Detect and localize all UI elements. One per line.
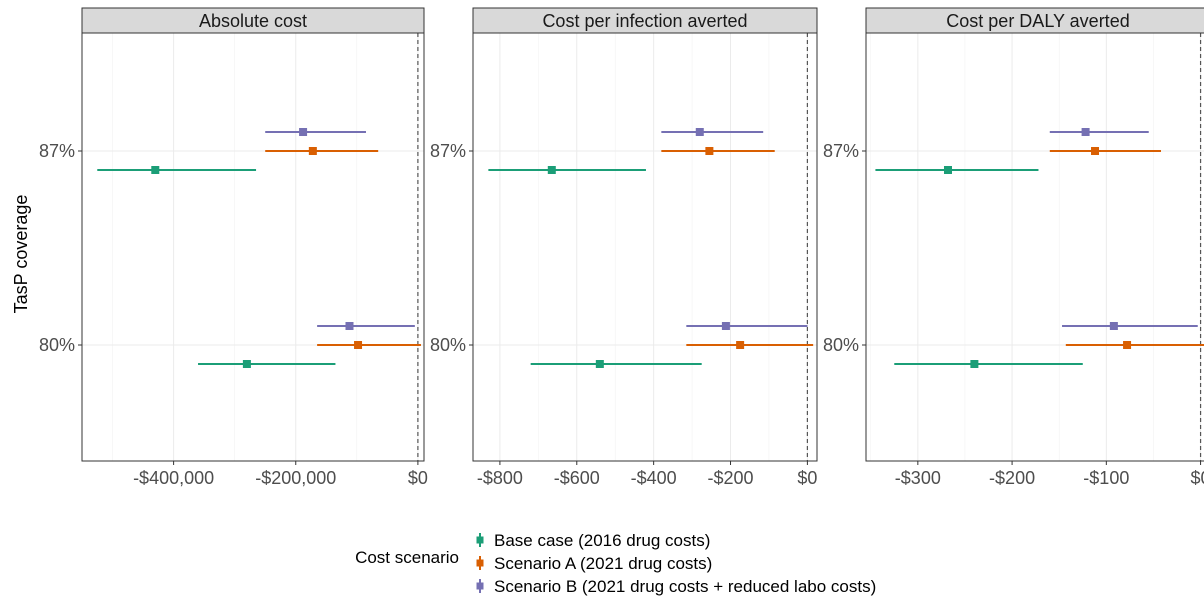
legend-key-1: Base case (2016 drug costs) — [476, 531, 710, 550]
legend-key-3: Scenario B (2021 drug costs + reduced la… — [476, 577, 876, 596]
y-tick-label: 87% — [39, 141, 75, 161]
panel-border — [472, 32, 818, 462]
y-tick-label: 80% — [823, 335, 859, 355]
data-point — [595, 360, 604, 368]
data-point — [345, 322, 354, 330]
legend-title: Cost scenario — [355, 548, 459, 567]
y-tick-label: 80% — [430, 335, 466, 355]
data-point — [943, 166, 952, 174]
y-tick-label: 80% — [39, 335, 75, 355]
data-point — [151, 166, 160, 174]
x-tick-label: -$200 — [707, 468, 753, 488]
x-tick-label: -$600 — [554, 468, 600, 488]
legend: Cost scenario Base case (2016 drug costs… — [355, 531, 876, 596]
x-tick-label: -$300 — [895, 468, 941, 488]
panel-3: Cost per DALY averted 80% 87% -$300 -$200 -$1… — [823, 7, 1204, 488]
x-tick-label: -$400,000 — [133, 468, 214, 488]
data-point — [970, 360, 979, 368]
y-tick-label: 87% — [823, 141, 859, 161]
plot-area — [866, 33, 1204, 461]
panel-strip — [81, 7, 425, 34]
x-tick-label: -$100 — [1083, 468, 1129, 488]
data-point — [1091, 147, 1100, 155]
data-point — [1123, 341, 1132, 349]
x-tick-label: $0 — [408, 468, 428, 488]
x-tick-label: -$400 — [631, 468, 677, 488]
legend-swatch-point — [476, 536, 484, 544]
data-point — [308, 147, 317, 155]
panel-title: Cost per infection averted — [542, 11, 747, 31]
data-point — [721, 322, 730, 330]
legend-label: Base case (2016 drug costs) — [494, 531, 710, 550]
data-point — [705, 147, 714, 155]
panel-strip — [865, 7, 1204, 34]
legend-swatch-point — [476, 559, 484, 567]
panel-border — [865, 32, 1204, 462]
plot-area — [82, 33, 424, 461]
legend-label: Scenario A (2021 drug costs) — [494, 554, 712, 573]
data-point — [1109, 322, 1118, 330]
panel-2: Cost per infection averted 80% 87% -$800 -$6… — [430, 7, 818, 488]
data-point — [695, 128, 704, 136]
legend-key-2: Scenario A (2021 drug costs) — [476, 554, 712, 573]
y-tick-label: 87% — [430, 141, 466, 161]
x-tick-label: $0 — [797, 468, 817, 488]
data-point — [547, 166, 556, 174]
data-point — [242, 360, 251, 368]
panel-border — [81, 32, 425, 462]
x-tick-label: -$800 — [477, 468, 523, 488]
data-point — [354, 341, 363, 349]
data-point — [736, 341, 745, 349]
x-tick-label: $0 — [1191, 468, 1204, 488]
panel-1: Absolute cost 80% 87% -$400,000 -$200,000 $0 — [39, 7, 428, 488]
panel-strip — [472, 7, 818, 34]
y-axis-title: TasP coverage — [11, 195, 31, 314]
x-tick-label: -$200 — [989, 468, 1035, 488]
legend-swatch-point — [476, 582, 484, 590]
panel-title: Absolute cost — [199, 11, 307, 31]
plot-area — [473, 33, 817, 461]
data-point — [1081, 128, 1090, 136]
x-tick-label: -$200,000 — [255, 468, 336, 488]
data-point — [299, 128, 308, 136]
legend-label: Scenario B (2021 drug costs + reduced la… — [494, 577, 876, 596]
panel-title: Cost per DALY averted — [946, 11, 1129, 31]
legend-keys: Base case (2016 drug costs) Scenario A (2… — [476, 531, 876, 596]
